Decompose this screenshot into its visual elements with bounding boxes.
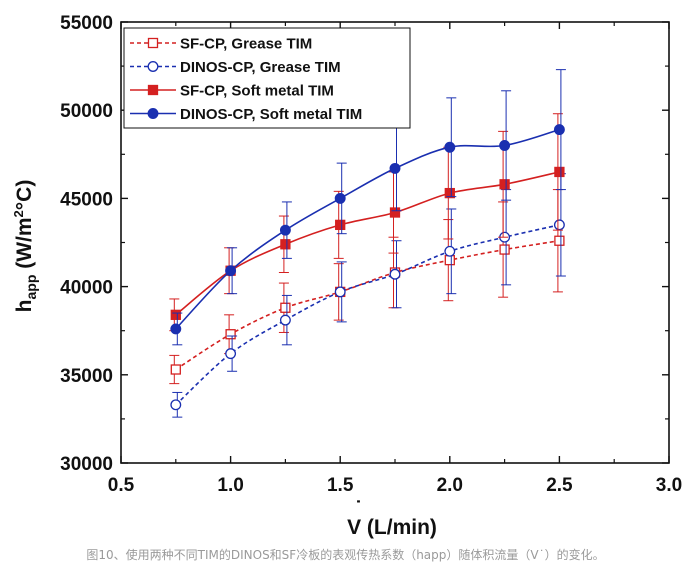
data-point: [170, 309, 181, 320]
y-tick-label: 40000: [60, 278, 113, 299]
x-tick-label: 3.0: [656, 475, 682, 496]
legend-marker: [147, 37, 159, 49]
data-point: [499, 244, 510, 255]
x-tick-label: 1.5: [327, 475, 354, 496]
y-tick-label: 35000: [60, 366, 113, 387]
legend-label: SF-CP, Soft metal TIM: [180, 83, 334, 100]
data-point: [553, 219, 565, 231]
x-tick-label: 0.5: [108, 475, 135, 496]
axes: 0.5 1.0 1.5 2.0 2.5 3.0 30000 35000 40000 45000 50…: [60, 13, 682, 496]
series-4: [170, 69, 566, 346]
legend-label: DINOS-CP, Grease TIM: [180, 59, 341, 76]
data-point: [553, 124, 565, 136]
legend-marker: [147, 108, 159, 119]
data-point: [170, 399, 182, 411]
x-tick-label: 2.5: [546, 475, 573, 496]
data-point: [225, 329, 236, 340]
figure-caption: 图10、使用两种不同TIM的DINOS和SF冷板的表观传热系数（happ）随体积…: [86, 548, 605, 562]
y-axis-title: happ (W/m2°C): [11, 180, 39, 313]
data-point: [389, 162, 401, 174]
data-point: [554, 166, 565, 178]
data-point: [334, 192, 346, 204]
series-line: [175, 224, 560, 406]
series-layer: [169, 69, 566, 418]
data-point: [225, 348, 237, 360]
data-point: [444, 254, 455, 266]
data-point: [279, 224, 291, 236]
data-point: [444, 245, 456, 257]
y-tick-label: 55000: [60, 13, 113, 34]
x-tick-label: 1.0: [217, 475, 243, 496]
legend-box: [123, 27, 411, 129]
data-point: [280, 302, 291, 313]
data-point: [170, 323, 182, 335]
y-tick-label: 45000: [60, 189, 113, 210]
legend-marker: [147, 61, 159, 72]
x-axis-title-dot: ˙: [355, 498, 362, 521]
data-point: [389, 207, 401, 218]
data-point: [389, 268, 401, 280]
data-point: [170, 364, 181, 375]
legend-marker: [147, 84, 159, 96]
legend-label: SF-CP, Grease TIM: [180, 36, 312, 53]
data-point: [499, 179, 510, 190]
legend: SF-CP, Grease TIM DINOS-CP, Grease TIM SF-…: [123, 27, 411, 129]
data-point: [279, 314, 291, 326]
data-point: [335, 219, 346, 231]
data-point: [280, 239, 291, 250]
series-line: [175, 128, 560, 330]
series-2: [170, 173, 566, 418]
data-point: [444, 141, 456, 153]
data-point: [225, 265, 237, 277]
data-point: [499, 140, 511, 151]
legend-label: DINOS-CP, Soft metal TIM: [180, 106, 362, 123]
y-tick-label: 50000: [60, 101, 113, 122]
data-point: [444, 187, 455, 199]
x-tick-label: 2.0: [437, 475, 463, 496]
x-axis-title: V (L/min): [347, 516, 437, 539]
data-point: [334, 286, 346, 298]
data-point: [554, 235, 565, 246]
y-tick-label: 30000: [60, 454, 113, 475]
